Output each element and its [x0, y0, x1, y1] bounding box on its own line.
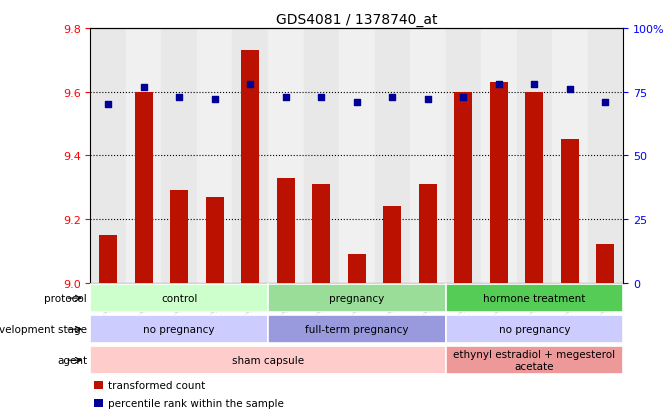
Text: ethynyl estradiol + megesterol
acetate: ethynyl estradiol + megesterol acetate	[454, 349, 615, 371]
Bar	[490, 83, 508, 283]
Text: transformed count: transformed count	[108, 380, 205, 390]
Bar	[561, 140, 579, 283]
Bar	[446, 346, 623, 375]
Bar	[126, 29, 161, 283]
Bar	[552, 29, 588, 283]
Bar	[304, 29, 339, 283]
Point	[600, 99, 610, 106]
Point	[529, 81, 539, 88]
Bar	[268, 29, 304, 283]
Bar	[232, 29, 268, 283]
Bar	[90, 284, 268, 313]
Bar	[596, 245, 614, 283]
Point	[564, 87, 575, 93]
Bar	[383, 207, 401, 283]
Point	[103, 102, 114, 109]
Point	[245, 81, 255, 88]
Point	[387, 94, 397, 101]
Text: hormone treatment: hormone treatment	[483, 293, 586, 304]
Text: control: control	[161, 293, 198, 304]
Bar	[99, 235, 117, 283]
Bar	[375, 29, 410, 283]
Point	[138, 84, 149, 90]
Bar	[161, 29, 197, 283]
Bar	[419, 185, 437, 283]
Bar	[90, 346, 446, 375]
Bar	[481, 29, 517, 283]
Bar	[90, 29, 126, 283]
Text: percentile rank within the sample: percentile rank within the sample	[108, 399, 284, 408]
Bar	[454, 93, 472, 283]
Bar	[277, 178, 295, 283]
Bar	[170, 191, 188, 283]
Bar	[410, 29, 446, 283]
Bar	[446, 284, 623, 313]
Bar	[94, 399, 103, 407]
Point	[209, 97, 220, 103]
Text: protocol: protocol	[44, 293, 87, 304]
Bar	[268, 284, 446, 313]
Text: full-term pregnancy: full-term pregnancy	[305, 324, 409, 335]
Point	[458, 94, 468, 101]
Title: GDS4081 / 1378740_at: GDS4081 / 1378740_at	[276, 12, 438, 26]
Point	[280, 94, 291, 101]
Bar	[525, 93, 543, 283]
Text: no pregnancy: no pregnancy	[143, 324, 215, 335]
Bar	[312, 185, 330, 283]
Point	[316, 94, 326, 101]
Bar	[348, 254, 366, 283]
Point	[493, 81, 504, 88]
Text: agent: agent	[57, 355, 87, 366]
Bar	[197, 29, 232, 283]
Bar	[241, 51, 259, 283]
Text: no pregnancy: no pregnancy	[498, 324, 570, 335]
Bar	[94, 381, 103, 389]
Bar	[446, 29, 481, 283]
Bar	[90, 315, 268, 344]
Text: pregnancy: pregnancy	[329, 293, 385, 304]
Text: development stage: development stage	[0, 324, 87, 335]
Bar	[446, 315, 623, 344]
Bar	[206, 197, 224, 283]
Bar	[517, 29, 552, 283]
Point	[422, 97, 433, 103]
Text: sham capsule: sham capsule	[232, 355, 304, 366]
Bar	[339, 29, 375, 283]
Point	[351, 99, 362, 106]
Bar	[268, 315, 446, 344]
Point	[174, 94, 184, 101]
Bar	[588, 29, 623, 283]
Bar	[135, 93, 153, 283]
